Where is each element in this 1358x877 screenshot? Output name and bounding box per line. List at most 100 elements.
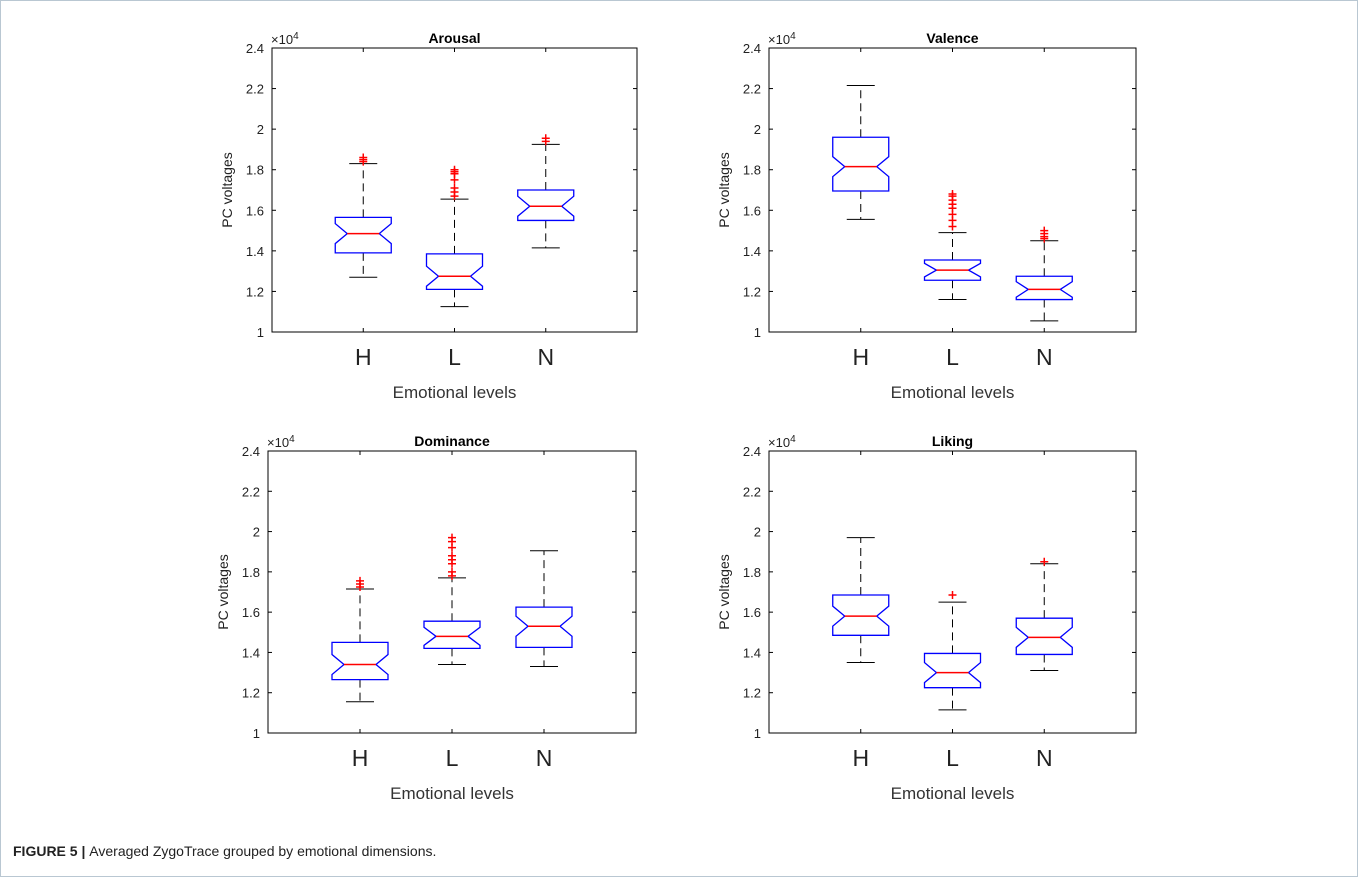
y-tick-label: 1 <box>754 726 761 741</box>
notched-box <box>832 136 890 192</box>
x-axis-label: Emotional levels <box>891 784 1015 803</box>
notched-box <box>923 652 982 689</box>
box-n <box>1015 557 1073 672</box>
notched-box <box>423 620 481 650</box>
notched-box <box>334 216 392 254</box>
chart-dominance: 1 1.2 1.4 1.6 1.8 2 2.2 2.4 ×104 Dominance PC volt… <box>215 433 637 803</box>
y-tick-label: 1.2 <box>242 686 260 701</box>
notched-box <box>832 594 890 636</box>
y-tick-label: 2 <box>754 122 761 137</box>
outlier-point <box>541 134 550 143</box>
box-n <box>1015 226 1073 322</box>
notched-box <box>517 189 575 222</box>
y-tick-label: 2.2 <box>743 484 761 499</box>
y-axis-label: PC voltages <box>716 152 732 227</box>
x-tick-label: N <box>536 745 553 771</box>
notched-box <box>515 606 573 649</box>
notched-box <box>425 253 484 291</box>
y-tick-label: 2.4 <box>246 41 264 56</box>
y-tick-label: 2.4 <box>242 444 260 459</box>
figure-caption-separator: | <box>77 843 90 859</box>
y-tick-label: 2 <box>257 122 264 137</box>
x-tick-label: L <box>446 745 459 771</box>
y-tick-label: 1.2 <box>743 686 761 701</box>
figure-caption: FIGURE 5 | Averaged ZygoTrace grouped by… <box>13 843 436 859</box>
x-tick-label: L <box>946 344 959 370</box>
notched-box <box>1015 617 1073 656</box>
y-tick-label: 2.2 <box>242 484 260 499</box>
y-tick-label: 1.4 <box>242 645 260 660</box>
outlier-point <box>948 591 957 600</box>
outlier-point <box>448 533 456 542</box>
chart-title: Dominance <box>414 433 490 449</box>
box-n <box>517 134 575 249</box>
figure-caption-label: FIGURE 5 <box>13 843 78 859</box>
x-tick-label: L <box>946 745 959 771</box>
x-tick-label: N <box>1036 344 1053 370</box>
x-tick-label: H <box>852 745 869 771</box>
x-tick-label: H <box>852 344 869 370</box>
box-n <box>515 550 573 668</box>
y-tick-label: 2.2 <box>743 82 761 97</box>
outlier-point <box>448 551 456 560</box>
x-tick-label: N <box>1036 745 1053 771</box>
y-tick-label: 2.4 <box>743 41 761 56</box>
figure-caption-text: Averaged ZygoTrace grouped by emotional … <box>89 843 437 859</box>
y-exponent-label: ×104 <box>768 434 796 450</box>
chart-liking: 1 1.2 1.4 1.6 1.8 2 2.2 2.4 ×104 Liking PC voltage… <box>716 433 1137 803</box>
y-tick-label: 2 <box>253 525 260 540</box>
chart-title: Valence <box>926 30 978 46</box>
x-tick-label: L <box>448 344 461 370</box>
y-axis-label: PC voltages <box>716 554 732 629</box>
y-tick-label: 2.4 <box>743 444 761 459</box>
y-tick-label: 1 <box>257 325 264 340</box>
box-h <box>832 85 890 220</box>
x-axis-label: Emotional levels <box>390 784 514 803</box>
y-exponent-label: ×104 <box>271 31 299 47</box>
notched-box <box>331 641 389 681</box>
y-tick-label: 1.2 <box>246 284 264 299</box>
box-l <box>923 190 982 301</box>
y-tick-label: 1.6 <box>743 203 761 218</box>
y-tick-label: 1.4 <box>246 244 264 259</box>
y-tick-label: 1.4 <box>743 244 761 259</box>
x-tick-label: H <box>352 745 369 771</box>
outlier-point <box>1040 557 1049 566</box>
outlier-point <box>450 183 459 192</box>
y-tick-label: 1.6 <box>242 605 260 620</box>
y-tick-label: 1.6 <box>743 605 761 620</box>
chart-valence: 1 1.2 1.4 1.6 1.8 2 2.2 2.4 ×104 Valence PC voltag… <box>716 30 1137 402</box>
y-tick-label: 1.6 <box>246 203 264 218</box>
outlier-point <box>356 576 364 585</box>
notched-box <box>1015 275 1073 301</box>
box-l <box>923 591 982 711</box>
y-tick-label: 1.8 <box>242 565 260 580</box>
chart-title: Liking <box>932 433 973 449</box>
outlier-point <box>948 190 957 199</box>
x-tick-label: N <box>537 344 554 370</box>
x-axis-label: Emotional levels <box>393 383 517 402</box>
y-tick-label: 1.8 <box>246 163 264 178</box>
y-tick-label: 1.8 <box>743 163 761 178</box>
outlier-point <box>1040 226 1049 235</box>
y-axis-label: PC voltages <box>215 554 231 629</box>
y-tick-label: 1.4 <box>743 645 761 660</box>
y-tick-label: 1 <box>253 726 260 741</box>
box-h <box>334 153 392 278</box>
chart-title: Arousal <box>428 30 480 46</box>
plot-area <box>768 47 1137 333</box>
chart-arousal: 1 1.2 1.4 1.6 1.8 2 2.2 2.4 ×104 Arousal PC voltag… <box>219 30 638 402</box>
y-tick-label: 2 <box>754 525 761 540</box>
y-tick-label: 1 <box>754 325 761 340</box>
y-axis-label: PC voltages <box>219 152 235 227</box>
y-tick-label: 1.8 <box>743 565 761 580</box>
y-exponent-label: ×104 <box>267 434 295 450</box>
y-exponent-label: ×104 <box>768 31 796 47</box>
box-l <box>423 533 481 666</box>
outlier-point <box>359 153 368 162</box>
outlier-point <box>450 165 459 174</box>
box-h <box>331 576 389 703</box>
x-tick-label: H <box>355 344 372 370</box>
x-axis-label: Emotional levels <box>891 383 1015 402</box>
